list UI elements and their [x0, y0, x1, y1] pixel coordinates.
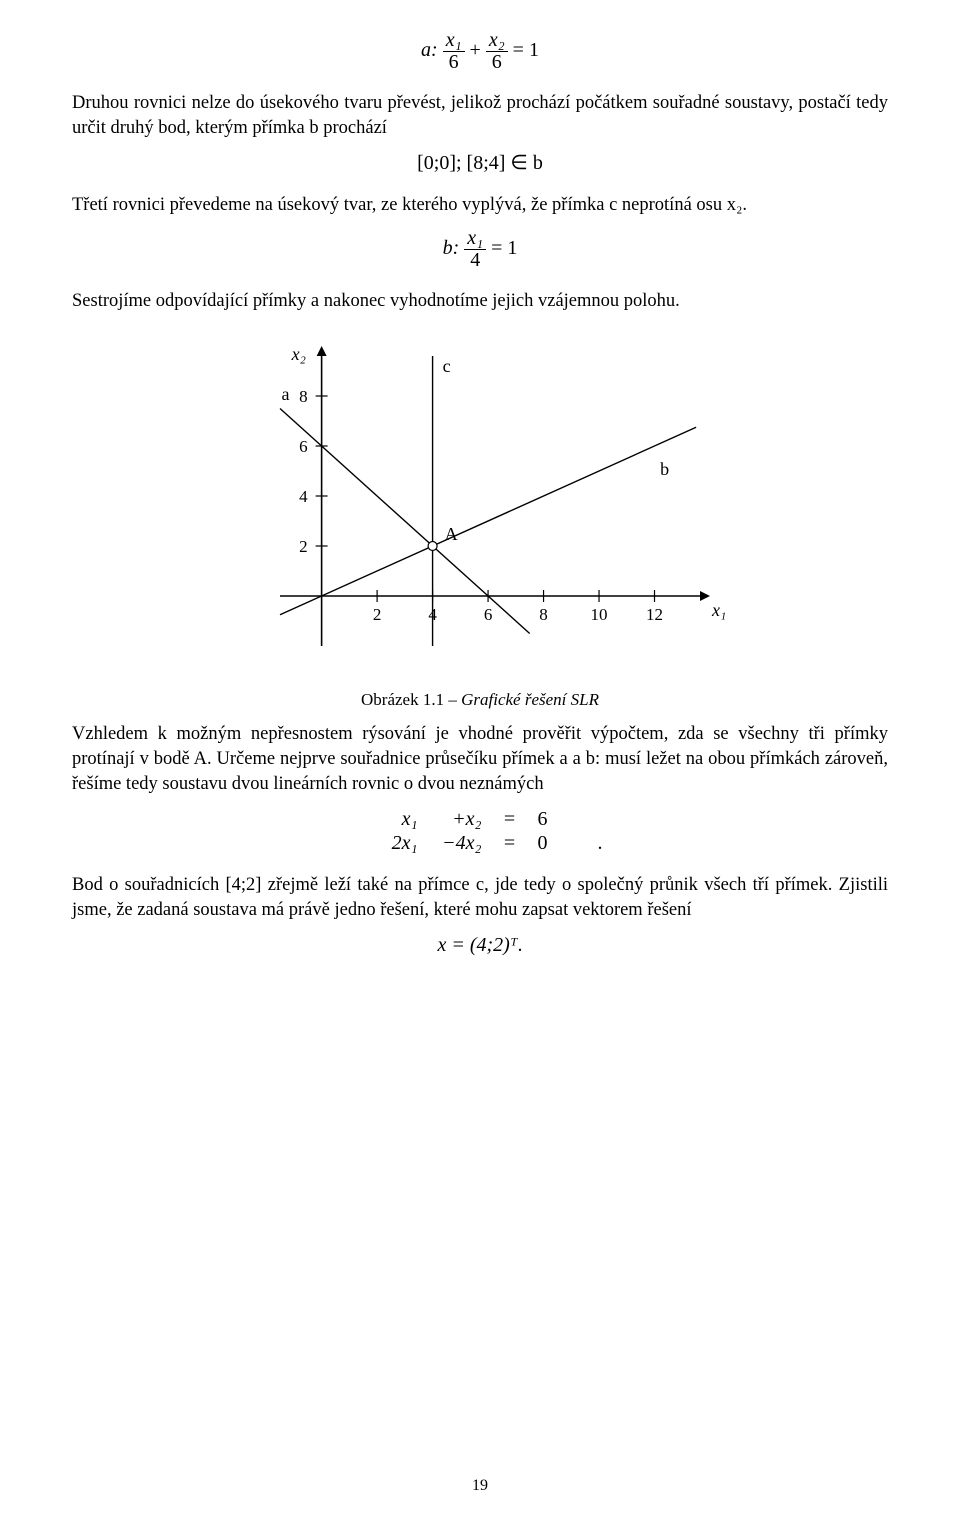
equation-a: a: x₁ 6 + x₂ 6 = 1	[72, 30, 888, 73]
paragraph-4: Vzhledem k možným nepřesnostem rýsování …	[72, 722, 888, 797]
sys-r1-m: +x₂	[422, 807, 486, 831]
paragraph-3: Sestrojíme odpovídající přímky a nakonec…	[72, 289, 888, 314]
paragraph-1: Druhou rovnici nelze do úsekového tvaru …	[72, 91, 888, 141]
svg-text:12: 12	[646, 605, 663, 624]
eq-b-rhs: = 1	[491, 237, 517, 259]
equation-points: [0;0]; [8;4] ∈ b	[72, 151, 888, 175]
sys-trail: .	[598, 832, 603, 854]
svg-text:b: b	[660, 459, 669, 479]
svg-text:c: c	[443, 356, 451, 376]
eq-points-text: [0;0]; [8;4] ∈ b	[417, 152, 543, 174]
sys-r2-m: −4x₂	[422, 831, 486, 855]
sys-r1-eq: =	[486, 807, 534, 831]
eq-b-frac: x₁ 4	[464, 228, 486, 271]
eq-a-plus: +	[470, 39, 481, 61]
equation-x-result: x = (4;2)ᵀ.	[72, 933, 888, 957]
svg-text:10: 10	[591, 605, 608, 624]
eq-a-den2: 6	[486, 52, 508, 73]
x-result-text: x = (4;2)ᵀ	[437, 934, 517, 956]
svg-text:6: 6	[484, 605, 493, 624]
page-number: 19	[0, 1477, 960, 1495]
eq-b-den: 4	[464, 250, 486, 271]
svg-text:8: 8	[299, 387, 308, 406]
x-result-trail: .	[518, 934, 523, 956]
paragraph-5: Bod o souřadnicích [4;2] zřejmě leží tak…	[72, 873, 888, 923]
caption-sep: –	[444, 690, 461, 709]
svg-text:2: 2	[373, 605, 382, 624]
chart-slr: 246810122468Aabcx₁x₂	[220, 326, 740, 686]
eq-a-prefix: a:	[421, 39, 438, 61]
eq-a-frac1: x₁ 6	[443, 30, 465, 73]
sys-r2-l: 2x₁	[358, 831, 422, 855]
svg-text:8: 8	[539, 605, 548, 624]
sys-r2-eq: =	[486, 831, 534, 855]
eq-a-num1: x₁	[443, 30, 465, 52]
figure-caption: Obrázek 1.1 – Grafické řešení SLR	[72, 690, 888, 710]
svg-text:x₁: x₁	[711, 600, 726, 620]
caption-title: Grafické řešení SLR	[461, 690, 599, 709]
eq-b-prefix: b:	[443, 237, 460, 259]
eq-b-num: x₁	[464, 228, 486, 250]
caption-label: Obrázek 1.1	[361, 690, 444, 709]
eq-a-rhs: = 1	[513, 39, 539, 61]
sys-r2-r: 0	[534, 831, 598, 855]
chart-container: 246810122468Aabcx₁x₂	[72, 326, 888, 686]
eq-a-den1: 6	[443, 52, 465, 73]
equation-system: x₁ +x₂ = 6 2x₁ −4x₂ = 0 .	[72, 807, 888, 855]
sys-r1-l: x₁	[358, 807, 422, 831]
eq-a-frac2: x₂ 6	[486, 30, 508, 73]
paragraph-2: Třetí rovnici převedeme na úsekový tvar,…	[72, 193, 888, 218]
eq-a-num2: x₂	[486, 30, 508, 52]
svg-text:a: a	[282, 384, 290, 404]
equation-b: b: x₁ 4 = 1	[72, 228, 888, 271]
svg-text:4: 4	[299, 487, 308, 506]
svg-text:6: 6	[299, 437, 308, 456]
svg-text:A: A	[445, 524, 458, 544]
sys-r1-r: 6	[534, 807, 598, 831]
svg-text:x₂: x₂	[291, 344, 306, 364]
svg-text:2: 2	[299, 537, 308, 556]
